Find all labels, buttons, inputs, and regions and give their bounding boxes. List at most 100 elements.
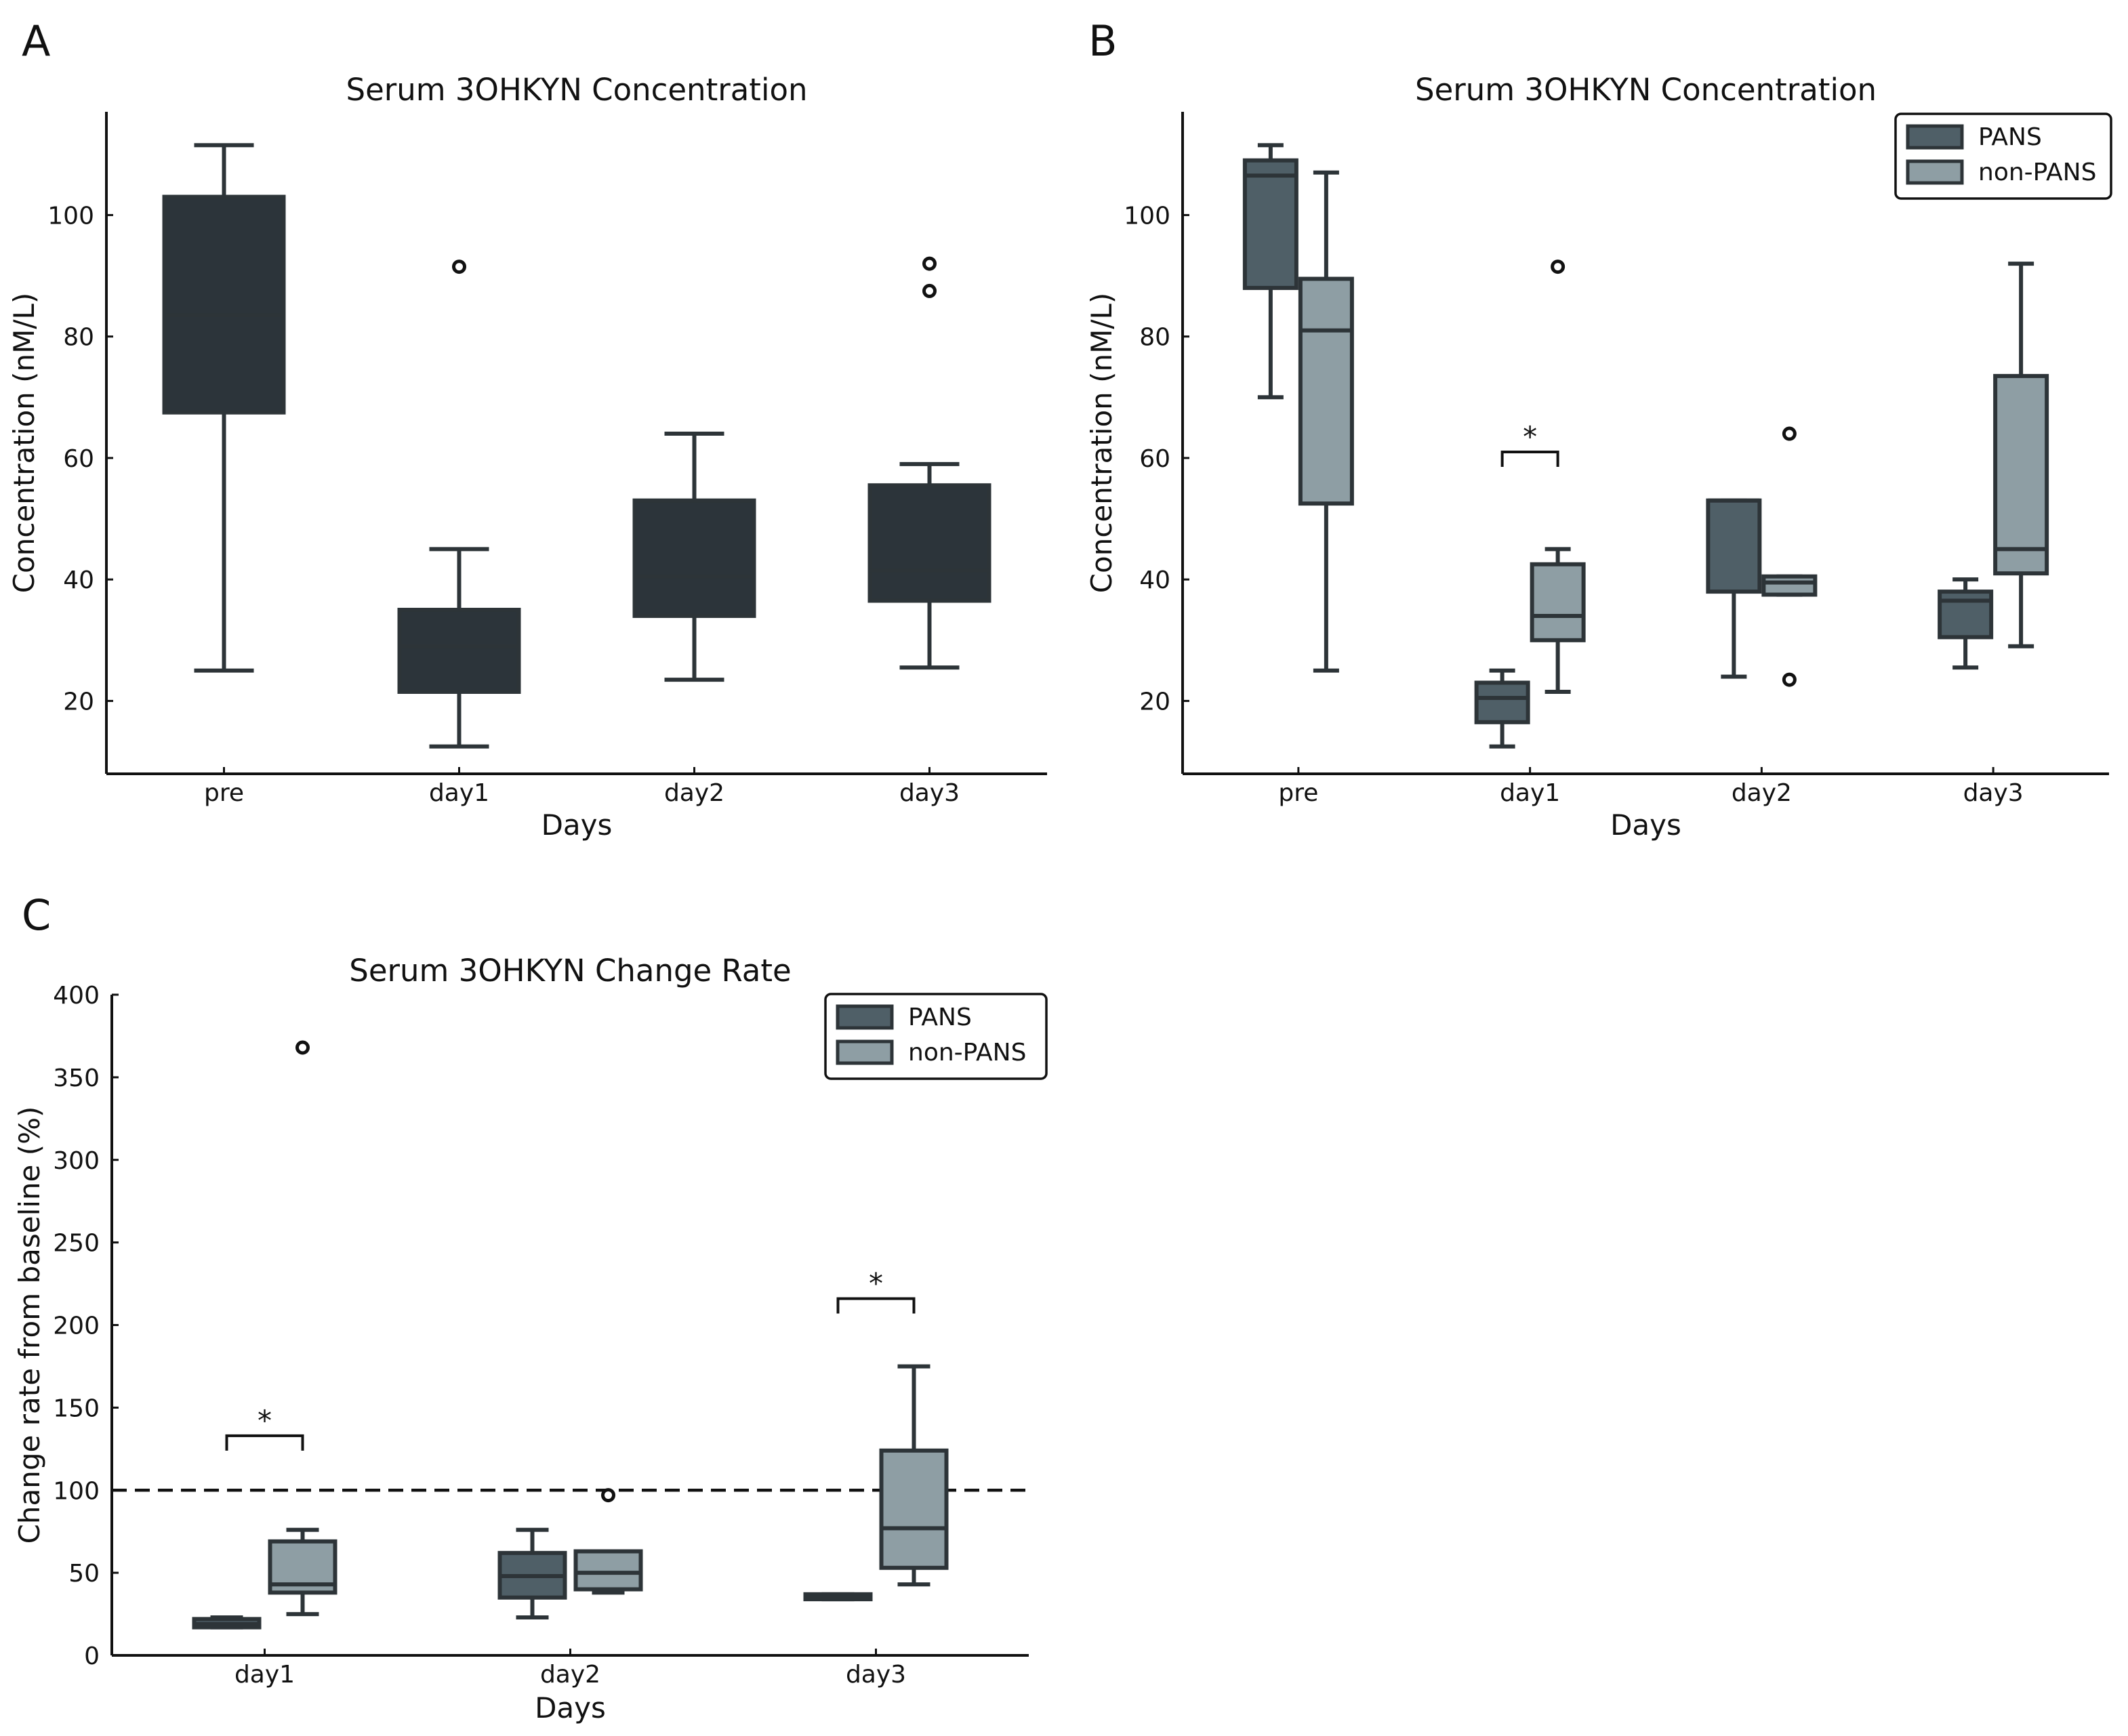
x-axis-label: Days (541, 808, 613, 842)
legend-label: PANS (1978, 123, 2042, 151)
significance-marker: * (1523, 420, 1537, 453)
x-axis-label: Days (535, 1691, 606, 1724)
outlier-point (1782, 672, 1797, 687)
box-iqr (1938, 590, 1994, 640)
box-pans-day3 (803, 1592, 873, 1602)
box-non-pans-pre (1298, 170, 1354, 673)
outlier-point (601, 1488, 615, 1503)
outlier-point (922, 256, 937, 271)
significance-marker: * (258, 1404, 272, 1437)
significance-marker: * (869, 1267, 883, 1300)
y-tick-label: 200 (53, 1313, 100, 1340)
panel-b: B Serum 3OHKYN Concentration 20 40 60 80 100 pr… (1085, 16, 2112, 842)
box-pans-day1 (1474, 668, 1530, 749)
box-pans-day2 (497, 1527, 567, 1619)
legend-swatch-pans (836, 1004, 894, 1030)
y-tick-label: 300 (53, 1147, 100, 1175)
box-non-pans-day2 (573, 1488, 643, 1595)
x-tick-label: day2 (664, 779, 724, 807)
y-tick-label: 80 (63, 324, 94, 352)
y-tick-label: 60 (1139, 445, 1170, 473)
outlier-point (295, 1040, 310, 1055)
legend: PANS non-PANS (1894, 112, 2112, 200)
chart-title: Serum 3OHKYN Concentration (346, 72, 808, 108)
box-iqr (1993, 373, 2049, 576)
y-tick-label: 100 (1124, 202, 1170, 230)
panel-label-c: C (22, 890, 51, 940)
box-non-pans-day1 (1530, 260, 1586, 694)
y-tick-label: 350 (53, 1065, 100, 1092)
y-tick-label: 0 (84, 1642, 100, 1670)
y-axis-label: Concentration (nM/L) (7, 293, 41, 594)
box-iqr (397, 607, 521, 694)
legend-label: non-PANS (1978, 159, 2096, 186)
box-all-day3 (867, 256, 991, 670)
x-tick-label: day1 (1500, 779, 1560, 807)
y-tick-label: 20 (63, 688, 94, 716)
x-tick-label: day2 (540, 1661, 600, 1689)
box-iqr (879, 1448, 949, 1570)
y-tick-label: 100 (53, 1477, 100, 1505)
significance-bracket (1500, 450, 1559, 467)
box-iqr (162, 194, 286, 415)
panel-label-b: B (1088, 16, 1118, 66)
panel-a: A Serum 3OHKYN Concentration 20 40 60 80 100 pr… (7, 16, 1047, 842)
x-tick-label: pre (1278, 779, 1318, 807)
legend-swatch-non-pans (1906, 159, 1964, 185)
y-tick-label: 40 (63, 566, 94, 594)
outlier-point (1782, 426, 1797, 441)
legend-swatch-pans (1906, 124, 1964, 150)
y-axis-label: Concentration (nM/L) (1085, 293, 1118, 594)
panel-c: C Serum 3OHKYN Change Rate 0 50 100 150 200 250… (13, 890, 1048, 1724)
box-all-pre (162, 143, 286, 673)
x-tick-label: day2 (1732, 779, 1792, 807)
y-tick-label: 150 (53, 1394, 100, 1422)
y-tick-label: 100 (47, 202, 94, 230)
box-iqr (1242, 158, 1298, 290)
outlier-point (922, 283, 937, 298)
box-pans-day2 (1706, 498, 1762, 679)
y-axis-label: Change rate from baseline (%) (13, 1107, 46, 1544)
box-non-pans-day3 (879, 1364, 949, 1587)
chart-title: Serum 3OHKYN Change Rate (349, 953, 791, 989)
outlier-point (452, 260, 466, 274)
box-iqr (1474, 680, 1530, 724)
outlier-point (1551, 260, 1566, 274)
box-pans-day1 (192, 1615, 262, 1630)
significance-bracket (225, 1434, 304, 1451)
box-all-day1 (397, 260, 521, 749)
box-iqr (632, 498, 756, 618)
box-pans-pre (1242, 143, 1298, 400)
box-iqr (867, 483, 991, 603)
box-non-pans-day2 (1761, 426, 1818, 687)
box-non-pans-day3 (1993, 262, 2049, 648)
box-iqr (1298, 276, 1354, 506)
box-iqr (1530, 562, 1586, 642)
x-tick-label: day3 (846, 1661, 906, 1689)
box-iqr (1761, 574, 1818, 597)
x-tick-label: day1 (429, 779, 489, 807)
x-tick-label: day3 (1963, 779, 2024, 807)
x-axis-label: Days (1610, 808, 1681, 842)
legend-label: non-PANS (908, 1039, 1026, 1067)
legend: PANS non-PANS (824, 993, 1048, 1080)
box-all-day2 (632, 432, 756, 682)
y-tick-label: 50 (68, 1560, 100, 1588)
x-tick-label: day1 (234, 1661, 295, 1689)
y-tick-label: 60 (63, 445, 94, 473)
y-tick-label: 400 (53, 982, 100, 1010)
y-tick-label: 40 (1139, 566, 1170, 594)
x-tick-label: pre (204, 779, 244, 807)
box-iqr (1706, 498, 1762, 594)
y-tick-label: 20 (1139, 688, 1170, 716)
legend-swatch-non-pans (836, 1039, 894, 1065)
panel-label-a: A (22, 16, 50, 66)
x-tick-label: day3 (899, 779, 960, 807)
significance-bracket (836, 1297, 916, 1314)
legend-label: PANS (908, 1004, 972, 1031)
box-non-pans-day1 (268, 1040, 337, 1617)
box-iqr (573, 1549, 643, 1592)
y-tick-label: 80 (1139, 324, 1170, 352)
chart-title: Serum 3OHKYN Concentration (1415, 72, 1877, 108)
